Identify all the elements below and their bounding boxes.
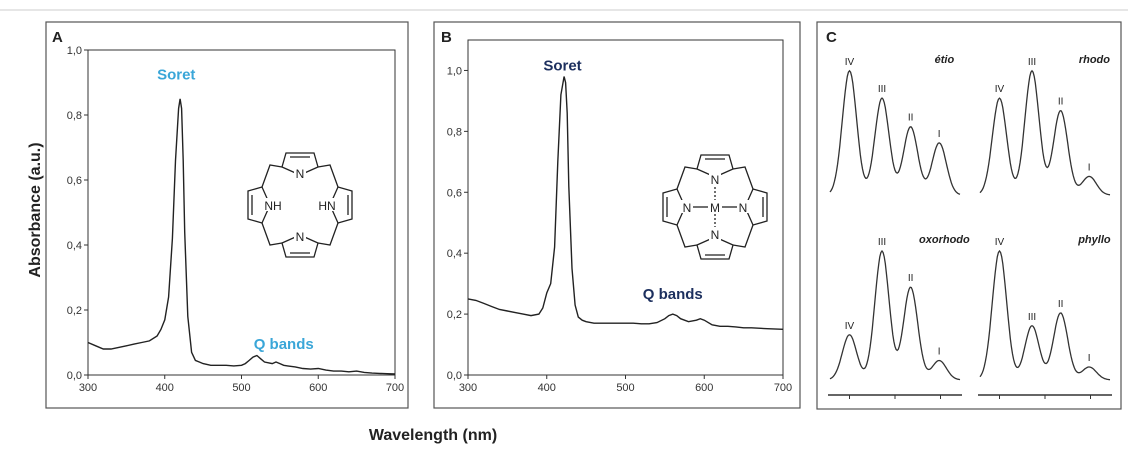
- x-tick-label-a: 600: [309, 382, 327, 394]
- y-tick-label-a: 1,0: [67, 45, 82, 57]
- soret-label-b: Soret: [543, 57, 581, 74]
- panel-c-peak-label: I: [1088, 162, 1091, 173]
- panel-c-peak-label: II: [1058, 299, 1064, 310]
- soret-label-a: Soret: [157, 66, 195, 83]
- panel-c-spectrum-name: oxorhodo: [919, 234, 970, 246]
- panel-a-plot-frame: [87, 49, 396, 376]
- panel-c-peak-label: III: [1028, 57, 1036, 68]
- atom-metal-b: M: [710, 201, 720, 215]
- panel-b-spectrum-line: [467, 76, 784, 330]
- panel-c-peak-label: III: [1028, 312, 1036, 323]
- q-bands-label-b: Q bands: [643, 286, 703, 303]
- y-tick-label-a: 0,2: [67, 305, 82, 317]
- panel-c-label: C: [826, 29, 837, 46]
- y-tick-label-a: 0,4: [67, 240, 82, 252]
- panel-c-spectrum-name: rhodo: [1079, 54, 1110, 66]
- x-tick-label-a: 400: [156, 382, 174, 394]
- panel-b-label: B: [441, 29, 452, 46]
- panel-c-spectrum-name: phyllo: [1077, 234, 1111, 246]
- atom-n-bottom-a: N: [296, 230, 305, 244]
- atom-n-bottom-b: N: [711, 228, 720, 242]
- atom-nh-left-a: NH: [264, 199, 281, 213]
- y-tick-label-a: 0,0: [67, 370, 82, 382]
- panel-c-peak-label: II: [1058, 97, 1064, 108]
- panel-c-spectrum-line: [829, 69, 961, 195]
- panel-c-spectrum-line: [979, 249, 1111, 381]
- y-tick-label-b: 1,0: [447, 65, 462, 77]
- y-tick-label-b: 0,4: [447, 248, 462, 260]
- panel-c-peak-label: I: [938, 129, 941, 140]
- x-tick-label-b: 500: [616, 382, 634, 394]
- y-tick-label-b: 0,8: [447, 126, 462, 138]
- x-tick-label-b: 700: [774, 382, 792, 394]
- x-tick-label-a: 500: [232, 382, 250, 394]
- panel-c-spectrum-line: [829, 249, 961, 381]
- metalloporphyrin-structure: [662, 154, 768, 260]
- y-axis-title: Absorbance (a.u.): [27, 142, 44, 277]
- y-tick-label-b: 0,2: [447, 309, 462, 321]
- panel-c-peak-label: II: [908, 113, 914, 124]
- panel-b: B 300 400 500 600 700 0,0 0,2 0,4 0,6 0,8 1,0 Sore…: [433, 21, 801, 409]
- panel-c-spectrum-name: étio: [935, 54, 955, 66]
- atom-n-top-b: N: [711, 173, 720, 187]
- free-base-porphyrin-structure: [247, 152, 353, 258]
- atom-n-right-b: N: [739, 201, 748, 215]
- panel-c-spectrum-line: [979, 69, 1111, 196]
- panel-c-peak-label: III: [878, 237, 886, 248]
- x-axis-title: Wavelength (nm): [369, 427, 497, 444]
- panel-c: C IVIIIIIIétioIVIIIIIIrhodoIVIIIIIIoxorh…: [816, 21, 1122, 410]
- y-tick-label-b: 0,0: [447, 370, 462, 382]
- atom-hn-right-a: HN: [318, 199, 335, 213]
- x-tick-label-b: 300: [459, 382, 477, 394]
- x-tick-label-a: 300: [79, 382, 97, 394]
- panel-c-peak-label: I: [938, 347, 941, 358]
- x-tick-label-b: 400: [538, 382, 556, 394]
- panel-c-peak-label: IV: [995, 237, 1005, 248]
- panel-c-peak-label: IV: [995, 84, 1005, 95]
- panel-a: A 300 400 500 600 700 0,0 0,2 0,4 0,6 0,8 1,0 Sore…: [45, 21, 409, 409]
- q-bands-label-a: Q bands: [254, 336, 314, 353]
- y-tick-label-b: 0,6: [447, 187, 462, 199]
- y-tick-label-a: 0,6: [67, 175, 82, 187]
- panel-a-spectrum-line: [87, 98, 396, 375]
- panel-a-label: A: [52, 29, 63, 46]
- panel-c-peak-label: II: [908, 273, 914, 284]
- panel-c-peak-label: III: [878, 84, 886, 95]
- atom-n-left-b: N: [683, 201, 692, 215]
- y-tick-label-a: 0,8: [67, 110, 82, 122]
- panel-c-peak-label: IV: [845, 321, 855, 332]
- panel-c-peak-label: I: [1088, 353, 1091, 364]
- x-tick-label-a: 700: [386, 382, 404, 394]
- atom-n-top-a: N: [296, 167, 305, 181]
- x-tick-label-b: 600: [695, 382, 713, 394]
- panel-c-peak-label: IV: [845, 57, 855, 68]
